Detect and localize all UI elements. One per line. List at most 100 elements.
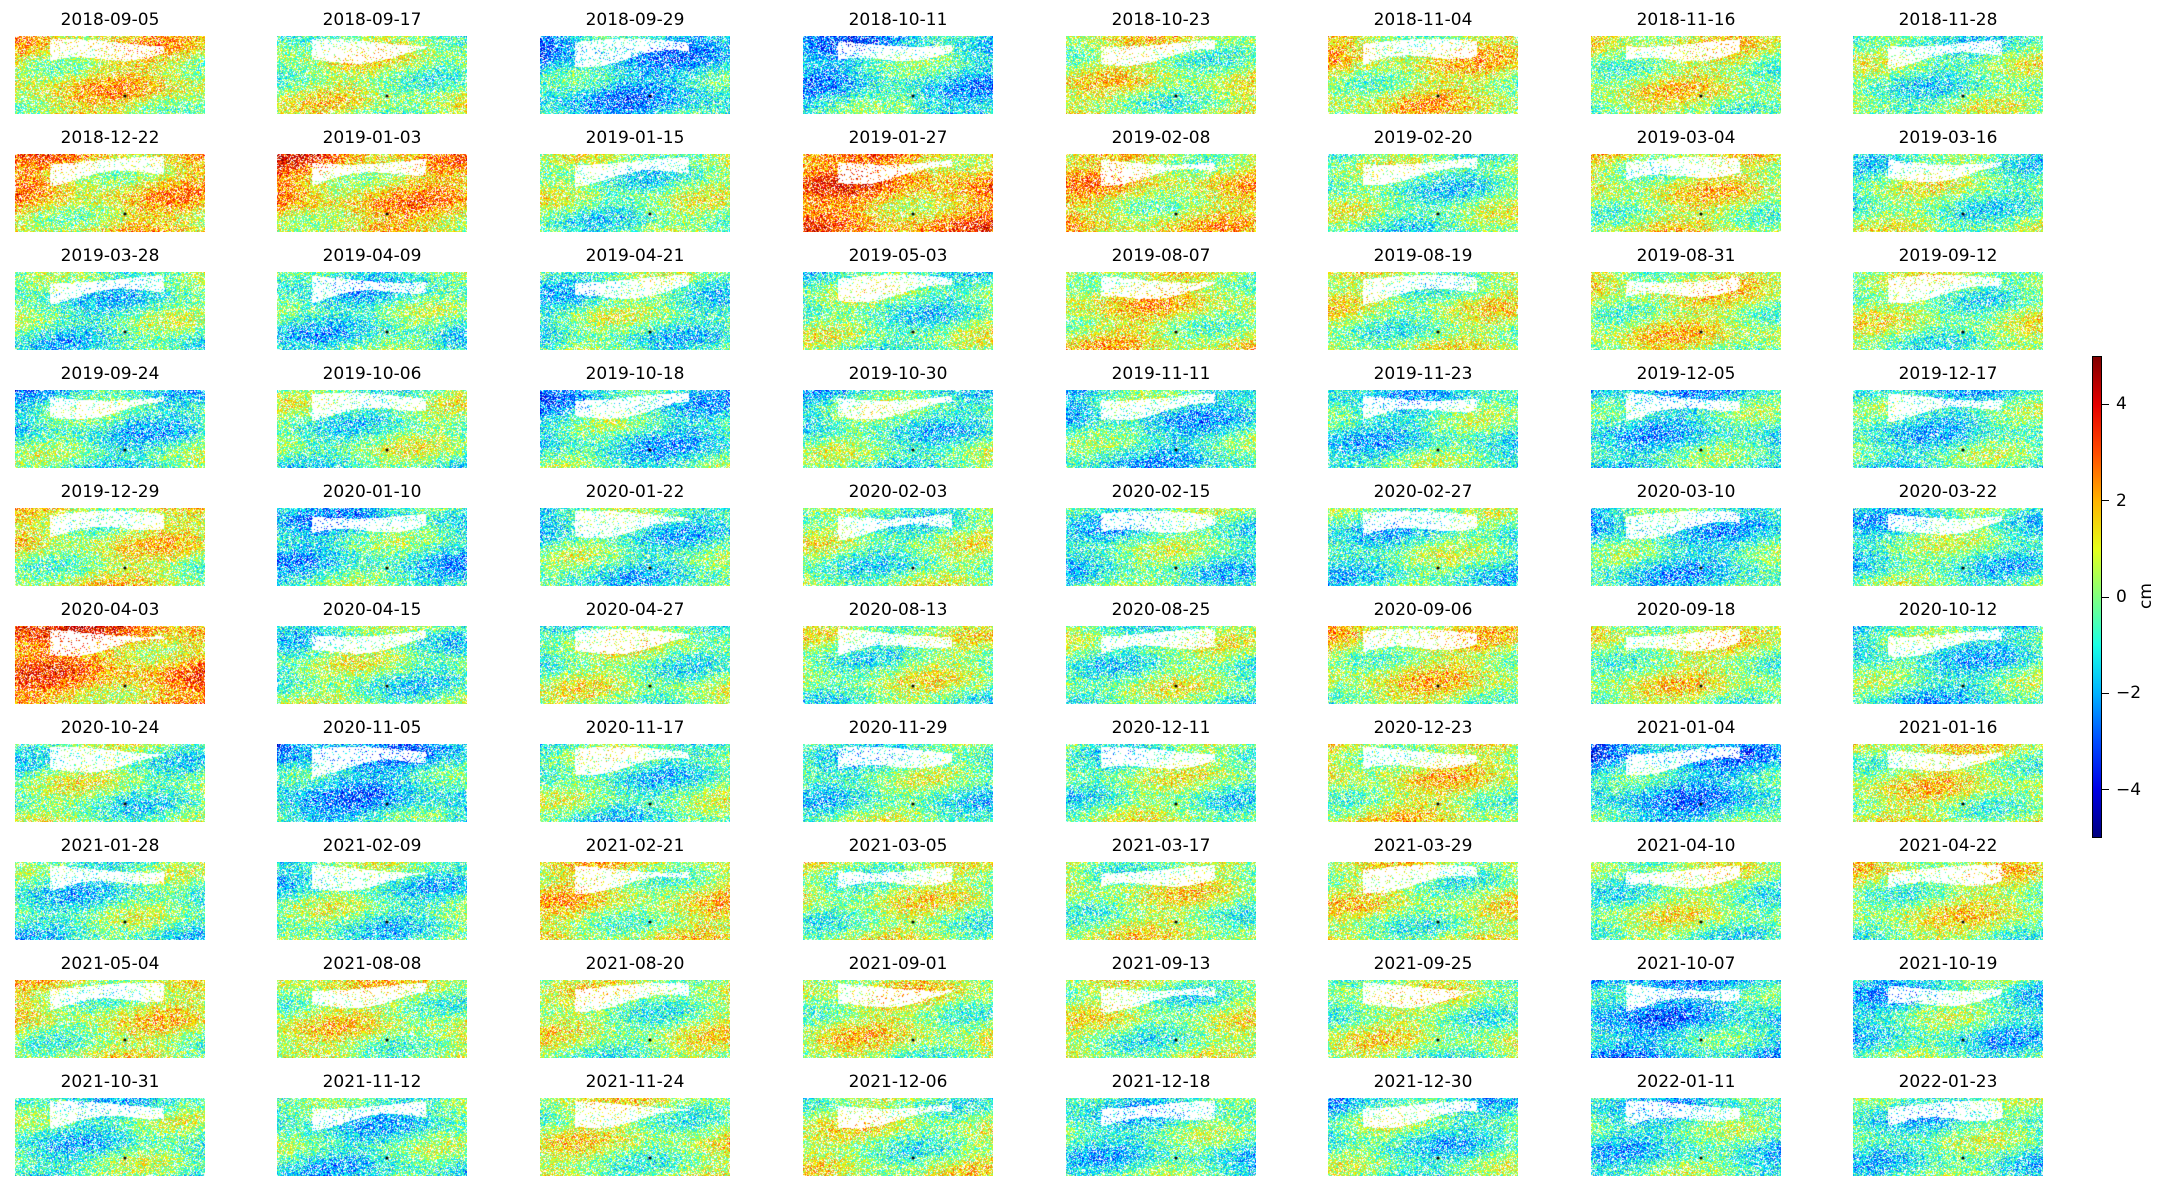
- deformation-panel: 2020-01-10: [277, 472, 467, 586]
- deformation-map-image: [15, 980, 205, 1058]
- panel-date-title: 2020-09-18: [1636, 600, 1736, 620]
- panel-date-title: 2019-08-07: [1111, 246, 1211, 266]
- deformation-map-image: [803, 390, 993, 468]
- panel-date-title: 2019-04-09: [322, 246, 422, 266]
- deformation-map-image: [1591, 154, 1781, 232]
- deformation-panel: 2020-09-18: [1591, 590, 1781, 704]
- colorbar-unit-label: cm: [2136, 583, 2156, 609]
- panel-date-title: 2019-10-18: [585, 364, 685, 384]
- deformation-panel: 2019-11-23: [1328, 354, 1518, 468]
- panel-date-title: 2021-08-08: [322, 954, 422, 974]
- deformation-panel: 2021-03-29: [1328, 826, 1518, 940]
- deformation-panel: 2021-08-08: [277, 944, 467, 1058]
- deformation-panel: 2020-08-13: [803, 590, 993, 704]
- panel-date-title: 2021-10-07: [1636, 954, 1736, 974]
- deformation-map-image: [1853, 390, 2043, 468]
- deformation-map-image: [1591, 390, 1781, 468]
- deformation-map-image: [540, 272, 730, 350]
- deformation-panel: 2019-12-05: [1591, 354, 1781, 468]
- panel-date-title: 2021-04-10: [1636, 836, 1736, 856]
- panel-date-title: 2019-12-17: [1898, 364, 1998, 384]
- panel-date-title: 2020-12-23: [1373, 718, 1473, 738]
- colorbar-tick-label: −2: [2116, 683, 2142, 704]
- deformation-panel: 2019-04-09: [277, 236, 467, 350]
- colorbar-tick: [2102, 403, 2109, 405]
- colorbar: [2092, 356, 2102, 838]
- deformation-panel: 2019-12-17: [1853, 354, 2043, 468]
- panel-date-title: 2021-11-12: [322, 1072, 422, 1092]
- deformation-panel: 2018-11-28: [1853, 0, 2043, 114]
- colorbar-tick: [2102, 596, 2109, 598]
- panel-date-title: 2018-10-23: [1111, 10, 1211, 30]
- deformation-panel: 2020-12-23: [1328, 708, 1518, 822]
- deformation-map-image: [1853, 862, 2043, 940]
- deformation-panel: 2019-08-19: [1328, 236, 1518, 350]
- panel-date-title: 2020-01-10: [322, 482, 422, 502]
- deformation-map-image: [540, 626, 730, 704]
- deformation-map-image: [277, 626, 467, 704]
- panel-date-title: 2021-05-04: [60, 954, 160, 974]
- deformation-map-image: [1328, 36, 1518, 114]
- panel-date-title: 2021-02-21: [585, 836, 685, 856]
- deformation-map-image: [1066, 626, 1256, 704]
- deformation-map-image: [1328, 390, 1518, 468]
- deformation-map-image: [277, 862, 467, 940]
- deformation-map-image: [277, 1098, 467, 1176]
- deformation-panel: 2018-12-22: [15, 118, 205, 232]
- deformation-map-image: [277, 980, 467, 1058]
- deformation-map-image: [1853, 1098, 2043, 1176]
- panel-date-title: 2021-08-20: [585, 954, 685, 974]
- panel-date-title: 2022-01-11: [1636, 1072, 1736, 1092]
- panel-date-title: 2021-01-16: [1898, 718, 1998, 738]
- deformation-map-image: [1591, 862, 1781, 940]
- deformation-map-image: [15, 390, 205, 468]
- panel-date-title: 2019-10-06: [322, 364, 422, 384]
- deformation-map-image: [1853, 508, 2043, 586]
- deformation-map-image: [15, 1098, 205, 1176]
- deformation-panel: 2019-04-21: [540, 236, 730, 350]
- deformation-panel: 2021-12-30: [1328, 1062, 1518, 1176]
- deformation-panel: 2019-01-27: [803, 118, 993, 232]
- deformation-map-image: [1066, 980, 1256, 1058]
- panel-date-title: 2021-01-28: [60, 836, 160, 856]
- deformation-map-image: [1853, 36, 2043, 114]
- panel-date-title: 2020-08-25: [1111, 600, 1211, 620]
- deformation-panel: 2020-04-15: [277, 590, 467, 704]
- deformation-panel: 2018-11-04: [1328, 0, 1518, 114]
- panel-date-title: 2019-05-03: [848, 246, 948, 266]
- deformation-map-image: [15, 36, 205, 114]
- panel-date-title: 2019-10-30: [848, 364, 948, 384]
- panel-date-title: 2019-09-24: [60, 364, 160, 384]
- panel-date-title: 2020-02-27: [1373, 482, 1473, 502]
- deformation-map-image: [277, 390, 467, 468]
- panel-date-title: 2020-08-13: [848, 600, 948, 620]
- deformation-panel: 2020-11-17: [540, 708, 730, 822]
- deformation-panel: 2021-12-06: [803, 1062, 993, 1176]
- deformation-map-image: [1853, 626, 2043, 704]
- deformation-panel: 2019-09-12: [1853, 236, 2043, 350]
- deformation-panel: 2021-09-13: [1066, 944, 1256, 1058]
- deformation-map-image: [1328, 626, 1518, 704]
- panel-date-title: 2019-11-23: [1373, 364, 1473, 384]
- deformation-map-image: [1066, 862, 1256, 940]
- panel-date-title: 2021-04-22: [1898, 836, 1998, 856]
- panel-date-title: 2019-01-03: [322, 128, 422, 148]
- deformation-panel: 2020-03-22: [1853, 472, 2043, 586]
- colorbar-tick: [2102, 500, 2109, 502]
- deformation-map-image: [1591, 744, 1781, 822]
- deformation-map-image: [540, 154, 730, 232]
- deformation-map-image: [1591, 626, 1781, 704]
- deformation-map-image: [15, 744, 205, 822]
- deformation-map-image: [1066, 36, 1256, 114]
- panel-date-title: 2019-03-04: [1636, 128, 1736, 148]
- deformation-panel: 2020-08-25: [1066, 590, 1256, 704]
- deformation-map-image: [540, 862, 730, 940]
- panel-date-title: 2020-03-10: [1636, 482, 1736, 502]
- colorbar-tick: [2102, 692, 2109, 694]
- deformation-map-image: [803, 626, 993, 704]
- deformation-panel: 2018-09-05: [15, 0, 205, 114]
- deformation-panel: 2021-12-18: [1066, 1062, 1256, 1176]
- panel-date-title: 2019-02-08: [1111, 128, 1211, 148]
- panel-date-title: 2020-10-24: [60, 718, 160, 738]
